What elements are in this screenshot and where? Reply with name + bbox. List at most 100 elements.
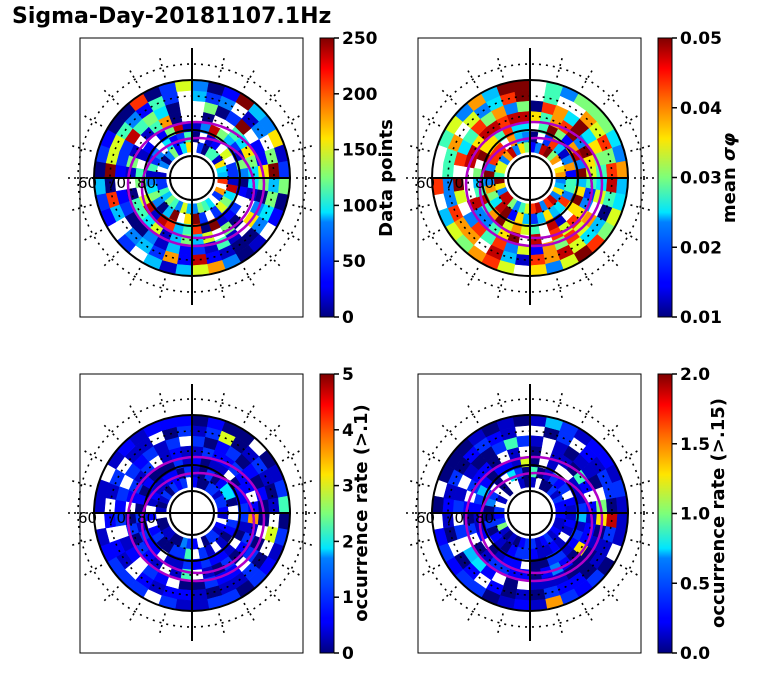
mlt-spoke xyxy=(466,68,479,89)
colorbar-tick-label: 0.05 xyxy=(680,29,722,49)
heatmap-cell xyxy=(529,100,544,113)
auroral-oval xyxy=(464,455,604,583)
mlt-spoke xyxy=(581,403,594,424)
mlt-spoke xyxy=(581,68,594,89)
heatmap-cell xyxy=(514,589,531,601)
colorbar-tick-label: 200 xyxy=(342,85,378,105)
auroral-oval xyxy=(126,455,266,583)
mlt-spoke xyxy=(581,267,594,288)
mlt-spoke xyxy=(440,88,458,106)
latitude-label: 80 xyxy=(475,174,494,192)
mlt-spoke xyxy=(440,585,458,603)
mlt-spoke xyxy=(556,613,564,635)
mlt-spoke xyxy=(264,88,282,106)
latitude-label: 80 xyxy=(475,509,494,527)
mlt-spoke xyxy=(218,613,226,635)
mlt-spoke xyxy=(70,479,92,487)
colorbar-label: Data points xyxy=(376,119,397,237)
colorbar-tick-label: 1.5 xyxy=(680,435,710,455)
mlt-spoke xyxy=(440,423,458,441)
colorbar-label: mean σφ xyxy=(719,133,740,223)
dotted-grid-circle xyxy=(415,398,645,628)
colorbar-tick-label: 0.0 xyxy=(680,644,710,664)
mlt-spoke xyxy=(630,144,652,152)
mlt-spoke xyxy=(243,602,256,623)
mlt-spoke xyxy=(420,114,441,127)
mlt-spoke xyxy=(581,602,594,623)
mlt-spoke xyxy=(619,449,640,462)
colorbar: 0.0 0.5 1.0 1.5 2.0 occurrence rate (>.15) xyxy=(657,365,729,664)
colorbar-tick-label: 150 xyxy=(342,141,378,161)
mlt-spoke xyxy=(630,204,652,212)
mlt-spoke xyxy=(218,278,226,300)
dotted-grid-circle xyxy=(77,398,307,628)
mlt-spoke xyxy=(218,391,226,413)
mlt-spoke xyxy=(408,539,430,547)
colorbar-tick-label: 100 xyxy=(342,196,378,216)
colorbar-gradient xyxy=(657,373,673,654)
mlt-spoke xyxy=(556,278,564,300)
mlt-spoke xyxy=(556,391,564,413)
latitude-label: 60 xyxy=(416,174,435,192)
latitude-label: 80 xyxy=(137,174,156,192)
mlt-spoke xyxy=(102,250,120,268)
mlt-spoke xyxy=(218,56,226,78)
mlt-spoke xyxy=(158,56,166,78)
mlt-spoke xyxy=(70,539,92,547)
mlt-spoke xyxy=(420,449,441,462)
colorbar-label: occurrence rate (>.15) xyxy=(708,398,729,628)
mlt-spoke xyxy=(128,68,141,89)
mlt-spoke xyxy=(420,564,441,577)
mlt-spoke xyxy=(70,144,92,152)
colorbar-tick-label: 0.5 xyxy=(680,574,710,594)
mlt-spoke xyxy=(158,613,166,635)
mlt-spoke xyxy=(466,403,479,424)
mlt-spoke xyxy=(243,267,256,288)
heatmap-cells xyxy=(93,79,291,277)
colorbar-gradient xyxy=(319,37,335,318)
colorbar-gradient xyxy=(319,373,335,654)
colorbar-tick-label: 0 xyxy=(342,308,354,328)
mlt-spoke xyxy=(630,479,652,487)
mlt-spoke xyxy=(619,564,640,577)
colorbar-tick-label: 2 xyxy=(342,532,354,552)
dotted-grid-circle xyxy=(415,63,645,293)
mlt-spoke xyxy=(281,229,302,242)
colorbar-tick-label: 2.0 xyxy=(680,365,710,385)
latitude-label: 80 xyxy=(137,509,156,527)
mlt-spoke xyxy=(496,613,504,635)
mlt-spoke xyxy=(281,114,302,127)
auroral-oval xyxy=(126,120,266,248)
mlt-spoke xyxy=(281,564,302,577)
latitude-label: 70 xyxy=(107,509,126,527)
mlt-spoke xyxy=(602,250,620,268)
mlt-spoke xyxy=(440,250,458,268)
heatmap-cell xyxy=(124,512,137,525)
mlt-spoke xyxy=(128,267,141,288)
heatmap-cell xyxy=(514,254,531,266)
colorbar: 0 1 2 3 4 5 occurrence rate (>.1) xyxy=(319,365,372,664)
mlt-spoke xyxy=(602,423,620,441)
mlt-spoke xyxy=(292,479,314,487)
mlt-spoke xyxy=(408,204,430,212)
auroral-oval-inner xyxy=(140,471,256,575)
mlt-spoke xyxy=(466,602,479,623)
heatmap-cell xyxy=(516,435,531,448)
auroral-oval-inner xyxy=(478,136,594,240)
latitude-label: 60 xyxy=(78,509,97,527)
colorbar-tick-label: 50 xyxy=(342,252,366,272)
mlt-spoke xyxy=(292,204,314,212)
mlt-spoke xyxy=(82,564,103,577)
mlt-spoke xyxy=(619,114,640,127)
mlt-spoke xyxy=(496,56,504,78)
figure-title: Sigma-Day-20181107.1Hz xyxy=(12,4,332,29)
heatmap-cells xyxy=(431,414,629,612)
mlt-spoke xyxy=(496,278,504,300)
colorbar-tick-label: 0.03 xyxy=(680,169,722,189)
mlt-spoke xyxy=(619,229,640,242)
mlt-spoke xyxy=(420,229,441,242)
mlt-spoke xyxy=(292,144,314,152)
mlt-spoke xyxy=(630,539,652,547)
colorbar-tick-label: 1 xyxy=(342,588,354,608)
